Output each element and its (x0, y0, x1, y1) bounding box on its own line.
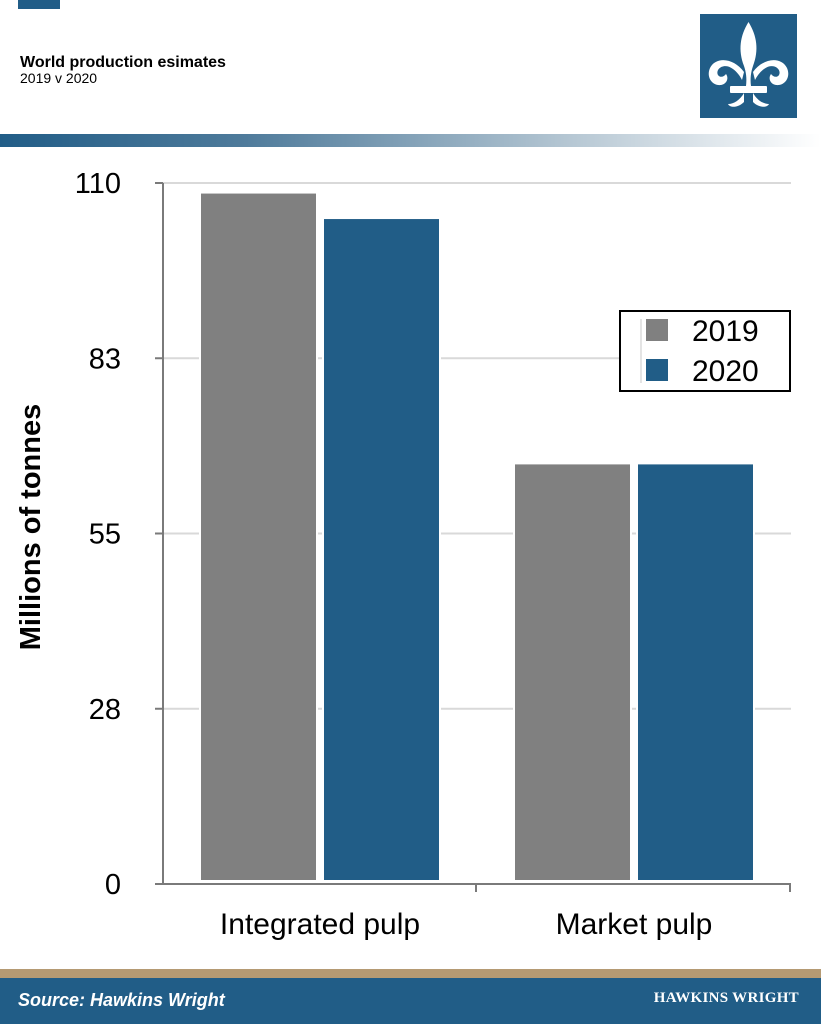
legend-label-2019: 2019 (692, 315, 759, 348)
corner-accent (18, 0, 60, 9)
y-tick-label: 110 (75, 168, 121, 200)
fleur-de-lis-icon (700, 14, 797, 118)
x-tick-label: Market pulp (556, 908, 713, 941)
brand-name: HAWKINS WRIGHT (653, 990, 799, 1006)
legend: 2019 2020 (619, 310, 791, 392)
bar-2020-1 (636, 462, 755, 882)
legend-swatch-2020 (646, 359, 668, 381)
bar-2020-0 (322, 217, 441, 883)
legend-label-2020: 2020 (692, 355, 759, 388)
source-note: Source: Hawkins Wright (18, 990, 225, 1010)
bar-2019-1 (513, 462, 632, 882)
y-tick-label: 0 (105, 869, 121, 901)
legend-swatch-2019 (646, 319, 668, 341)
bar-2019-0 (199, 191, 318, 883)
header-band (0, 134, 821, 147)
page-subtitle: 2019 v 2020 (20, 70, 98, 86)
x-tick-label: Integrated pulp (220, 908, 420, 941)
footer: Source: Hawkins Wright HAWKINS WRIGHT (0, 978, 821, 1024)
y-axis-label: Millions of tonnes (15, 404, 47, 651)
y-tick-label: 28 (89, 694, 121, 726)
page-title: World production esimates (20, 54, 226, 71)
y-tick-label: 83 (89, 343, 121, 375)
y-tick-label: 55 (89, 519, 121, 551)
bar-chart: 0 28 55 83 110 Integrated pulp Market pulp Mil… (15, 168, 791, 941)
footer-accent (0, 969, 821, 978)
